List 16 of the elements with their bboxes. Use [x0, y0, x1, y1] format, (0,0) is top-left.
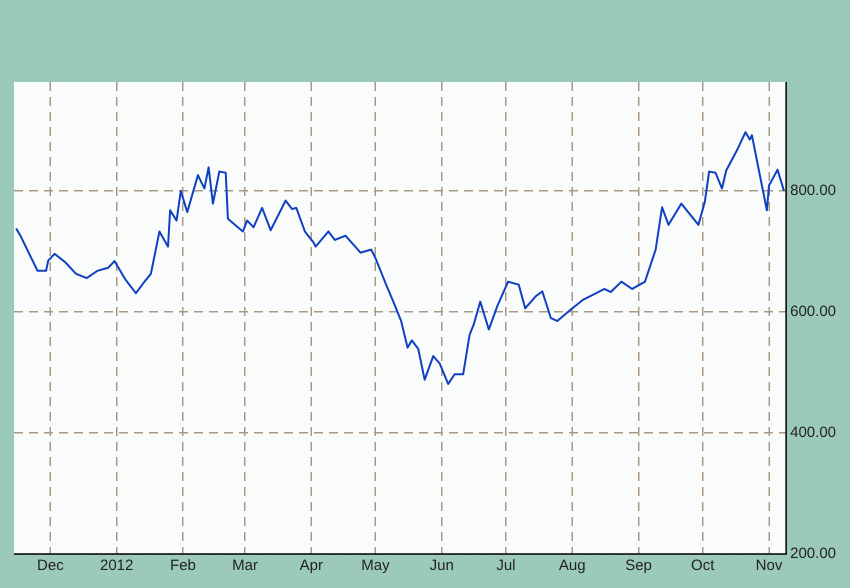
- x-tick-label: Aug: [558, 557, 586, 574]
- x-tick-label: Sep: [625, 557, 652, 574]
- x-tick-label: Jun: [430, 557, 454, 574]
- y-tick-label: 600.00: [790, 303, 836, 320]
- x-tick-label: Dec: [37, 557, 64, 574]
- y-tick-label: 400.00: [790, 424, 836, 442]
- y-tick-label: 200.00: [790, 545, 836, 562]
- y-tick-label: 800.00: [790, 182, 836, 200]
- x-tick-label: May: [361, 557, 390, 574]
- x-tick-label: Mar: [232, 557, 258, 574]
- x-tick-label: Oct: [691, 557, 716, 574]
- x-tick-label: Feb: [170, 557, 196, 574]
- x-tick-label: Nov: [756, 557, 783, 574]
- x-tick-label: Jul: [496, 557, 516, 574]
- x-tick-label: Apr: [300, 557, 323, 574]
- x-tick-label: 2012: [100, 557, 134, 574]
